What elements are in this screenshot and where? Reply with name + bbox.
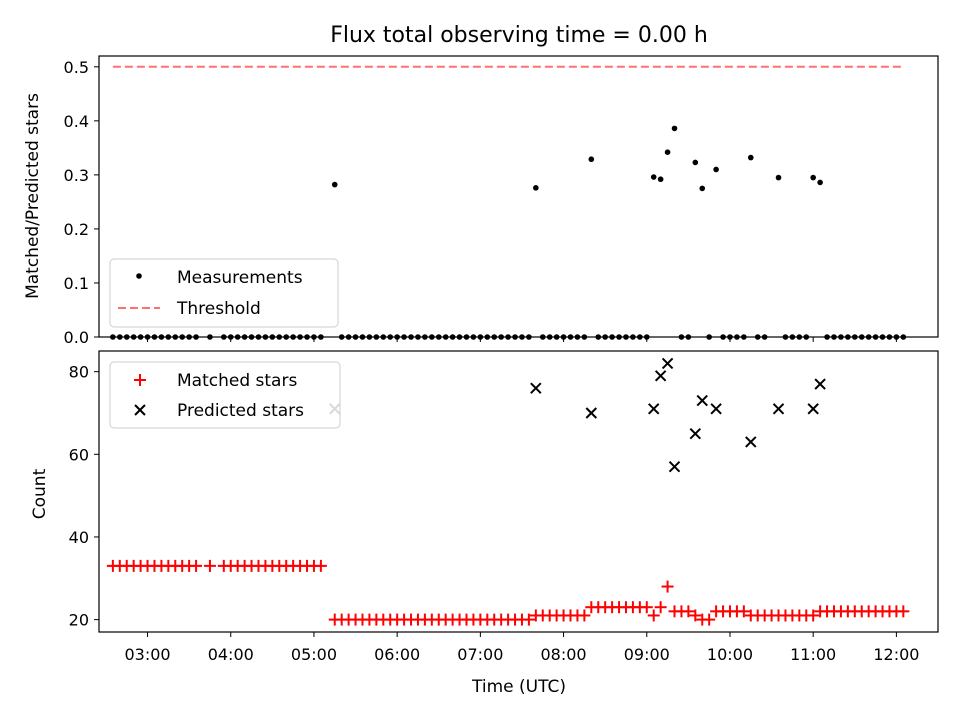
- x-axis-label: Time (UTC): [471, 677, 566, 697]
- x-tick-label: 07:00: [457, 645, 503, 664]
- legend-label-matched-stars: Matched stars: [177, 371, 297, 391]
- measurement-point: [692, 159, 699, 166]
- x-stroke: [661, 357, 674, 370]
- measurement-point: [657, 176, 664, 183]
- matched-star-point: [807, 609, 820, 622]
- x-stroke: [585, 407, 598, 419]
- matched-star-point: [737, 605, 750, 618]
- measurement-point: [713, 166, 719, 173]
- predicted-star-point: [710, 403, 722, 415]
- top-legend: Measurements Threshold: [109, 258, 339, 328]
- matched-star-point: [654, 601, 667, 614]
- measurement-point: [664, 149, 671, 155]
- x-stroke: [648, 403, 660, 415]
- matched-star-point: [682, 605, 695, 618]
- predicted-star-point: [689, 427, 702, 440]
- x-stroke: [696, 394, 708, 407]
- x-tick-label: 04:00: [208, 645, 254, 664]
- predicted-star-point: [814, 378, 826, 390]
- measurement-point: [588, 156, 595, 163]
- x-stroke: [745, 436, 757, 448]
- x-stroke: [668, 460, 681, 473]
- x-tick-label: 06:00: [374, 645, 420, 664]
- matched-star-point: [314, 559, 327, 572]
- measurement-point: [817, 179, 823, 186]
- predicted-star-point: [668, 460, 681, 473]
- measurement-point: [650, 174, 657, 180]
- measurement-point: [671, 125, 678, 132]
- bottom-legend: Matched stars Predicted stars: [109, 361, 341, 429]
- top-y-axis-label: Matched/Predicted stars: [23, 93, 43, 299]
- top-axes-frame: [98, 55, 939, 338]
- x-stroke: [710, 403, 722, 415]
- legend-label-threshold: Threshold: [176, 299, 261, 319]
- measurement-point: [747, 154, 754, 161]
- predicted-star-point: [807, 403, 819, 415]
- matched-star-point: [522, 613, 535, 626]
- x-stroke: [530, 382, 542, 394]
- y-tick-label: 40: [69, 528, 89, 547]
- predicted-star-point: [745, 436, 757, 448]
- y-tick-label: 20: [69, 611, 89, 630]
- y-tick-label: 0.4: [64, 112, 89, 131]
- predicted-star-point: [530, 382, 542, 394]
- y-tick-label: 80: [69, 363, 89, 382]
- legend-label-predicted-stars: Predicted stars: [177, 401, 304, 421]
- predicted-star-point: [772, 403, 785, 415]
- y-tick-label: 60: [69, 445, 89, 464]
- bottom-plot-area: 03:00 04:00 05:00 06:00 07:00 08:00 09:00 10:00…: [69, 350, 939, 664]
- x-tick-label: 10:00: [707, 645, 753, 664]
- bottom-axes-frame: [98, 350, 939, 633]
- y-tick-label: 0.3: [64, 166, 89, 185]
- x-stroke: [654, 370, 667, 382]
- x-tick-label: 09:00: [624, 645, 670, 664]
- top-chart-title: Flux total observing time = 0.00 h: [330, 23, 708, 48]
- y-tick-label: 0.2: [64, 220, 89, 239]
- legend-label-measurements: Measurements: [177, 268, 303, 288]
- x-stroke: [689, 427, 702, 440]
- measurement-point: [533, 185, 539, 191]
- legend-marker-predicted-stars: [134, 404, 146, 416]
- y-tick-label: 0.5: [64, 58, 89, 77]
- legend-marker-measurements: [136, 273, 142, 279]
- predicted-star-point: [654, 370, 667, 382]
- measurement-point: [775, 174, 782, 181]
- predicted-star-point: [585, 407, 598, 419]
- measurement-point: [331, 181, 338, 188]
- matched-star-point: [897, 605, 910, 618]
- matched-star-point: [190, 559, 203, 572]
- x-tick-label: 12:00: [873, 645, 919, 664]
- x-stroke: [772, 403, 785, 415]
- y-tick-label: 0.1: [64, 274, 89, 293]
- matched-star-point: [689, 609, 702, 622]
- x-tick-label: 05:00: [291, 645, 337, 664]
- top-plot-area: 0.0 0.1 0.2 0.3 0.4 0.5: [64, 55, 939, 347]
- matched-star-point: [647, 609, 660, 622]
- legend-box: [109, 361, 341, 429]
- x-tick-label: 11:00: [790, 645, 836, 664]
- legend-box: [109, 258, 339, 328]
- predicted-star-point: [661, 357, 674, 370]
- x-stroke: [814, 378, 826, 390]
- predicted-star-point: [696, 394, 708, 407]
- matched-star-point: [640, 601, 653, 614]
- matched-star-point: [661, 580, 674, 593]
- y-tick-label: 0.0: [64, 328, 89, 347]
- bottom-y-axis-label: Count: [30, 468, 50, 519]
- matched-star-point: [203, 559, 216, 572]
- measurement-point: [699, 185, 706, 192]
- matched-star-point: [703, 613, 716, 626]
- matched-star-point: [578, 609, 591, 622]
- legend-marker-matched-stars: [134, 374, 146, 386]
- predicted-star-point: [648, 403, 660, 415]
- x-stroke: [807, 403, 819, 415]
- x-tick-label: 03:00: [124, 645, 170, 664]
- x-tick-label: 08:00: [541, 645, 587, 664]
- measurement-point: [810, 174, 816, 181]
